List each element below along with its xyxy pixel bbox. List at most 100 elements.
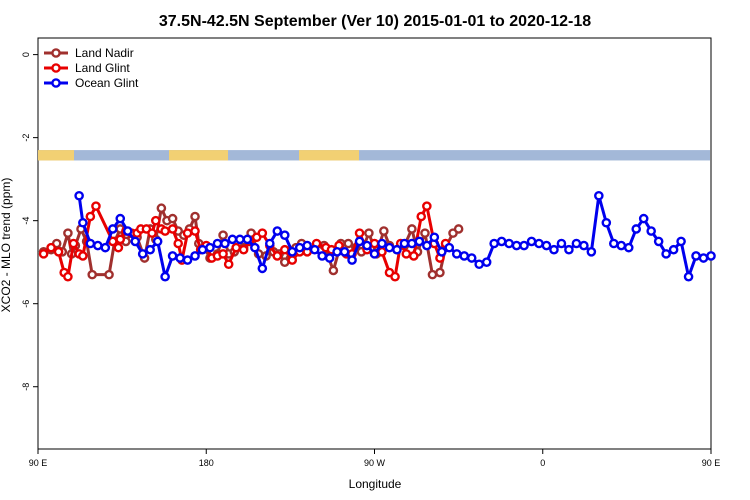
point-0-9 bbox=[87, 269, 98, 280]
point-2-84 bbox=[698, 253, 709, 263]
point-2-17 bbox=[197, 244, 208, 255]
point-0-58 bbox=[420, 228, 430, 238]
point-2-32 bbox=[309, 244, 320, 255]
land-band-2 bbox=[299, 150, 359, 161]
point-0-19 bbox=[156, 203, 167, 214]
point-1-8 bbox=[85, 211, 96, 222]
point-1-5 bbox=[68, 238, 79, 249]
point-2-37 bbox=[347, 255, 357, 265]
point-2-52 bbox=[459, 251, 470, 261]
point-1-4 bbox=[63, 271, 73, 282]
point-2-8 bbox=[130, 236, 141, 247]
point-1-57 bbox=[401, 249, 412, 259]
point-2-76 bbox=[638, 213, 649, 224]
point-2-40 bbox=[369, 249, 380, 259]
point-2-46 bbox=[414, 236, 425, 247]
point-2-11 bbox=[152, 236, 163, 247]
point-2-12 bbox=[160, 271, 170, 282]
point-2-62 bbox=[534, 238, 544, 249]
point-0-45 bbox=[328, 265, 339, 276]
point-1-25 bbox=[182, 228, 193, 238]
point-2-55 bbox=[481, 257, 492, 267]
point-2-34 bbox=[324, 253, 335, 263]
point-2-79 bbox=[661, 249, 671, 259]
point-2-72 bbox=[608, 238, 619, 249]
point-1-9 bbox=[91, 201, 101, 211]
point-1-2 bbox=[53, 247, 64, 257]
point-2-65 bbox=[556, 238, 567, 249]
point-1-18 bbox=[147, 228, 157, 238]
point-2-54 bbox=[474, 259, 484, 270]
land-ocean-strip bbox=[38, 150, 710, 161]
point-2-83 bbox=[691, 251, 701, 261]
ocean-band bbox=[39, 150, 710, 161]
point-0-30 bbox=[218, 230, 228, 240]
point-2-64 bbox=[549, 244, 559, 255]
point-1-21 bbox=[160, 226, 170, 236]
x-tick-label-1: 180 bbox=[199, 458, 214, 468]
point-2-3 bbox=[93, 240, 103, 251]
point-1-58 bbox=[408, 251, 419, 261]
point-2-75 bbox=[631, 224, 642, 234]
point-1-32 bbox=[223, 259, 234, 270]
point-2-49 bbox=[436, 247, 447, 257]
point-2-15 bbox=[182, 255, 193, 265]
point-2-7 bbox=[122, 226, 133, 236]
point-0-50 bbox=[364, 228, 374, 238]
y-axis: 0 -2 -4 -6 -8 bbox=[21, 52, 38, 391]
point-2-27 bbox=[272, 226, 283, 236]
point-2-20 bbox=[220, 238, 230, 249]
point-1-40 bbox=[279, 244, 290, 255]
legend-label-0: Land Nadir bbox=[75, 46, 134, 60]
y-tick-label-2: -4 bbox=[21, 217, 31, 225]
point-2-71 bbox=[601, 217, 612, 228]
point-1-55 bbox=[390, 271, 400, 282]
point-2-9 bbox=[137, 249, 148, 259]
point-2-6 bbox=[115, 213, 126, 224]
point-0-60 bbox=[435, 267, 445, 278]
point-2-29 bbox=[287, 247, 298, 257]
point-2-23 bbox=[242, 234, 253, 245]
point-2-73 bbox=[616, 240, 627, 251]
point-1-52 bbox=[369, 238, 380, 249]
x-tick-label-3: 0 bbox=[540, 458, 545, 468]
point-2-2 bbox=[85, 238, 96, 249]
point-1-26 bbox=[190, 226, 200, 236]
point-1-23 bbox=[173, 238, 184, 249]
point-0-47 bbox=[343, 238, 354, 249]
point-0-4 bbox=[63, 228, 73, 238]
point-2-57 bbox=[496, 236, 507, 247]
point-2-5 bbox=[107, 224, 118, 234]
point-1-59 bbox=[416, 211, 427, 222]
point-2-51 bbox=[451, 249, 462, 259]
point-2-24 bbox=[250, 242, 260, 253]
point-0-56 bbox=[407, 224, 417, 234]
point-2-70 bbox=[594, 190, 604, 201]
point-0-63 bbox=[453, 224, 464, 234]
y-tick-label-4: -8 bbox=[21, 383, 31, 391]
point-2-41 bbox=[377, 238, 387, 249]
point-1-34 bbox=[238, 244, 249, 255]
point-2-0 bbox=[74, 190, 84, 201]
x-axis-label: Longitude bbox=[349, 477, 402, 491]
point-2-22 bbox=[235, 234, 245, 245]
point-2-16 bbox=[190, 251, 200, 261]
point-2-74 bbox=[623, 242, 634, 253]
x-tick-label-4: 90 E bbox=[702, 458, 721, 468]
x-tick-label-0: 90 E bbox=[29, 458, 48, 468]
point-1-60 bbox=[422, 201, 432, 211]
point-2-21 bbox=[227, 234, 238, 245]
y-tick-label-1: -2 bbox=[21, 134, 31, 142]
point-1-19 bbox=[150, 215, 161, 226]
legend-marker-0 bbox=[51, 48, 61, 58]
point-2-69 bbox=[586, 247, 597, 257]
point-2-44 bbox=[399, 238, 410, 249]
point-0-52 bbox=[379, 226, 389, 236]
point-2-66 bbox=[564, 244, 574, 255]
point-1-31 bbox=[218, 249, 228, 259]
point-2-30 bbox=[294, 242, 305, 253]
point-1-11 bbox=[113, 242, 124, 253]
point-2-47 bbox=[422, 240, 432, 251]
